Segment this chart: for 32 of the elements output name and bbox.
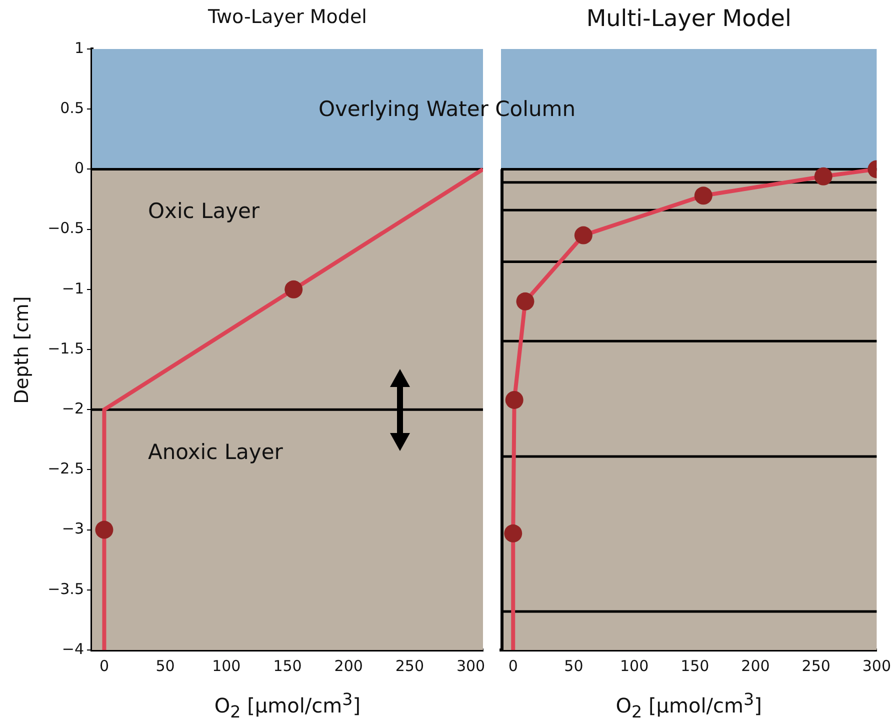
x-tick-label: 100 [620, 656, 649, 675]
y-tick-label: −2 [62, 399, 84, 418]
y-tick-label: −0.5 [48, 219, 84, 238]
x-tick-label: 0 [99, 656, 109, 675]
y-tick-label: 0 [74, 159, 84, 178]
x-tick-label: 300 [862, 656, 892, 675]
y-axis-title: Depth [cm] [11, 296, 33, 404]
x-axis-title: O$_{2}$ [μmol/cm$^{3}$] [214, 690, 361, 722]
band-label: Oxic Layer [148, 199, 260, 224]
x-tick-label: 0 [508, 656, 518, 675]
x-tick-label: 250 [802, 656, 830, 675]
x-tick-label: 200 [741, 656, 770, 675]
x-tick-label: 150 [680, 656, 710, 675]
y-tick-label: −1.5 [48, 339, 84, 358]
band-label: Anoxic Layer [148, 440, 283, 464]
y-tick-label: −3.5 [48, 580, 84, 598]
x-axis-title: O$_{2}$ [μmol/cm$^{3}$] [616, 690, 762, 722]
y-tick-label: −2.5 [48, 460, 84, 478]
y-tick-label: −4 [62, 640, 84, 658]
x-tick-label: 50 [564, 656, 584, 675]
chart-title: Multi-Layer Model [586, 6, 792, 32]
x-tick-label: 200 [334, 656, 363, 675]
y-tick-label: 0.5 [60, 98, 84, 117]
x-tick-label: 100 [212, 656, 241, 675]
y-tick-label: 1 [74, 38, 84, 57]
chart-title: Two-Layer Model [208, 6, 367, 28]
x-tick-label: 300 [456, 656, 486, 675]
x-tick-label: 150 [273, 656, 302, 675]
x-tick-label: 250 [395, 656, 424, 675]
y-tick-label: −3 [62, 520, 84, 538]
x-tick-label: 50 [156, 656, 175, 675]
y-tick-label: −1 [62, 279, 84, 298]
